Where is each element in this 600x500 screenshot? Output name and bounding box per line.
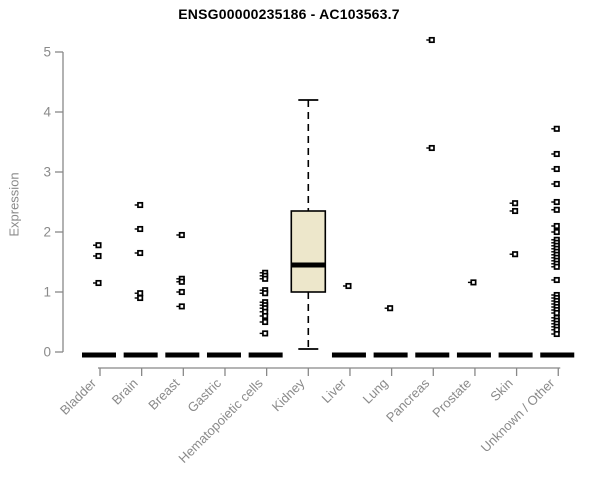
x-tick-label: Liver — [319, 375, 350, 406]
outlier-point — [95, 252, 102, 260]
x-tick-label: Unknown / Other — [478, 375, 558, 455]
zero-box-Liver — [331, 352, 366, 358]
zero-box-Lung — [373, 352, 408, 358]
zero-box-Hematopoietic cells — [248, 352, 283, 358]
outlier-point — [137, 249, 144, 257]
outlier-point — [345, 282, 352, 290]
outlier-point — [95, 279, 102, 287]
outlier-point — [512, 200, 519, 207]
chart-title: ENSG00000235186 - AC103563.7 — [178, 6, 400, 22]
x-tick-label: Prostate — [429, 376, 474, 421]
x-tick-label: Lung — [360, 376, 391, 407]
outlier-point — [470, 279, 477, 286]
outlier-point — [137, 294, 144, 302]
x-tick-label: Bladder — [57, 375, 100, 418]
zero-box-Gastric — [206, 352, 241, 358]
outlier-point — [95, 242, 102, 249]
y-tick-label: 4 — [43, 105, 51, 120]
zero-box-Pancreas — [415, 352, 450, 358]
outlier-point — [262, 312, 269, 320]
outlier-point — [553, 330, 560, 338]
outlier-point — [178, 231, 185, 239]
outlier-point — [553, 263, 560, 270]
outlier-point — [262, 275, 269, 282]
outlier-point — [387, 305, 394, 312]
outlier-point — [553, 228, 560, 236]
zero-box-Bladder — [82, 352, 116, 358]
outlier-point — [137, 290, 144, 297]
x-tick-label: Brain — [109, 376, 141, 408]
y-tick-label: 5 — [43, 45, 51, 60]
x-tick-label: Pancreas — [383, 375, 433, 425]
x-tick-label: Skin — [487, 376, 515, 404]
outlier-point — [553, 125, 560, 132]
outlier-point — [178, 288, 185, 296]
y-tick-label: 1 — [43, 285, 51, 300]
outlier-point — [512, 251, 519, 258]
outlier-point — [178, 303, 185, 310]
zero-box-Skin — [498, 352, 533, 358]
outlier-point — [553, 180, 560, 188]
y-tick-label: 2 — [43, 225, 51, 240]
zero-box-Breast — [165, 352, 200, 358]
zero-box-Unknown / Other — [540, 352, 575, 358]
outlier-point — [553, 198, 560, 206]
zero-box-Prostate — [456, 352, 491, 358]
x-tick-label: Breast — [145, 375, 182, 412]
zero-box-Brain — [123, 352, 158, 358]
outlier-point — [137, 201, 144, 209]
outlier-point — [262, 330, 269, 337]
x-tick-label: Kidney — [269, 375, 308, 414]
outlier-point — [553, 309, 560, 317]
outlier-point — [262, 290, 269, 297]
outlier-point — [553, 150, 560, 158]
outlier-point — [178, 278, 185, 285]
outlier-point — [428, 144, 435, 152]
outlier-point — [137, 225, 144, 233]
outlier-point — [553, 222, 560, 230]
outlier-point — [262, 318, 269, 326]
box-Kidney — [290, 210, 327, 293]
outlier-point — [553, 165, 560, 173]
y-tick-label: 3 — [43, 165, 51, 180]
outlier-point — [553, 276, 560, 284]
outlier-point — [428, 36, 435, 44]
y-tick-label: 0 — [43, 345, 51, 360]
x-tick-label: Gastric — [184, 375, 224, 415]
outlier-point — [512, 207, 519, 215]
outlier-point — [553, 206, 560, 213]
